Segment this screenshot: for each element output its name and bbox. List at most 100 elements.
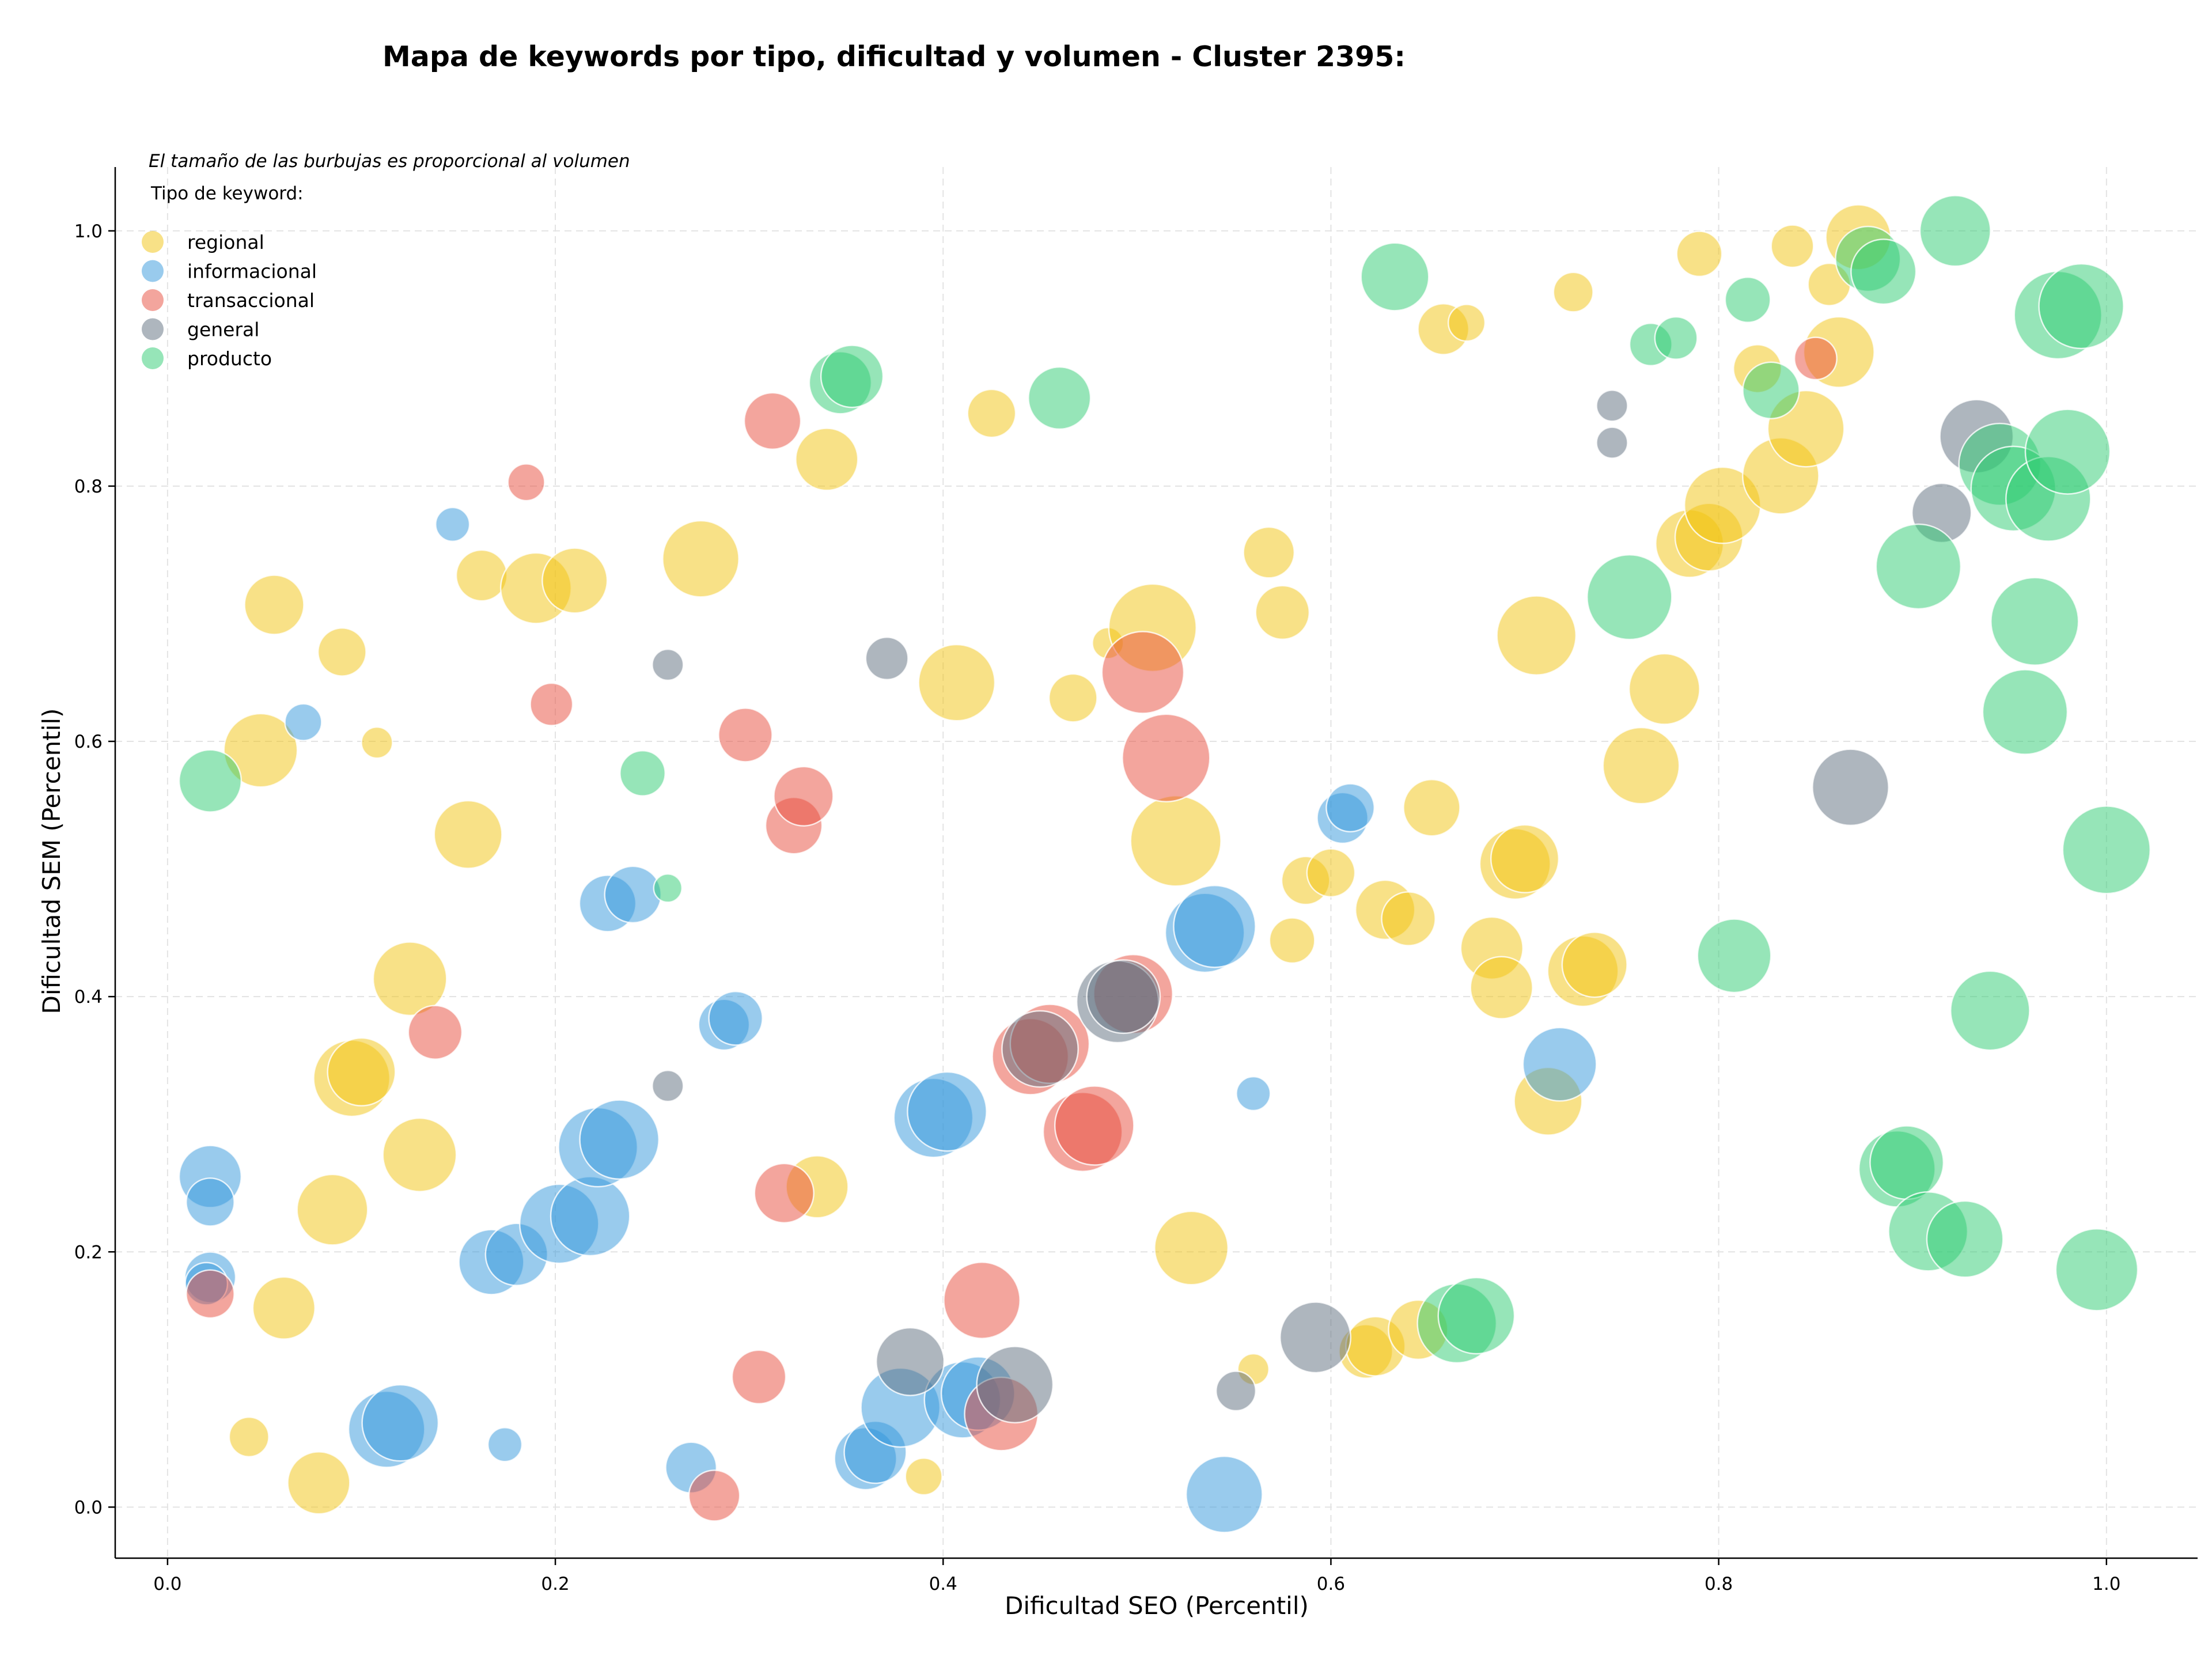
data-point-transaccional [407, 1005, 463, 1060]
legend-title: Tipo de keyword: [150, 183, 304, 204]
data-point-producto [1949, 970, 2031, 1051]
data-point-informacional [708, 991, 763, 1046]
data-point-producto [2055, 1228, 2139, 1312]
data-point-producto [2062, 805, 2152, 895]
data-point-general [1215, 1370, 1257, 1412]
data-point-regional [662, 520, 740, 598]
data-point-regional [1676, 230, 1723, 278]
data-point-transaccional [1793, 336, 1838, 381]
data-point-informacional [1325, 783, 1375, 833]
data-point-general [1812, 748, 1889, 827]
data-point-producto [1586, 554, 1673, 641]
data-point-informacional [1173, 884, 1256, 968]
data-point-regional [382, 1117, 457, 1192]
data-point-regional [918, 643, 996, 722]
y-tick-label: 0.8 [74, 476, 103, 497]
y-tick-label: 0.0 [74, 1497, 103, 1518]
data-point-general [1596, 426, 1628, 459]
data-point-regional [223, 713, 298, 788]
legend-items: regional informacional transaccional genera… [142, 231, 317, 370]
legend-label-informacional: informacional [187, 260, 317, 283]
data-point-producto [1875, 523, 1962, 610]
data-point-regional [361, 726, 393, 759]
legend-label-transaccional: transaccional [187, 289, 315, 312]
data-point-regional [1496, 595, 1577, 676]
data-point-producto [1742, 361, 1800, 419]
data-point-general [652, 1070, 684, 1103]
x-axis-label: Dificultad SEO (Percentil) [1005, 1592, 1309, 1620]
chart-title: Mapa de keywords por tipo, dificultad y … [382, 40, 1406, 73]
size-note: El tamaño de las burbujas es proporciona… [149, 151, 630, 172]
data-point-regional [455, 549, 508, 602]
data-point-regional [1130, 795, 1222, 887]
data-point-regional [1255, 585, 1310, 641]
data-point-regional [1268, 917, 1316, 964]
data-point-transaccional [529, 682, 574, 726]
x-tick-label: 0.6 [1317, 1574, 1345, 1594]
data-point-informacional [907, 1071, 987, 1152]
x-tick-label: 0.0 [153, 1574, 181, 1594]
legend: Tipo de keyword: regional informacional tr… [142, 183, 317, 370]
data-point-general [1086, 959, 1161, 1035]
data-point-transaccional [731, 1349, 787, 1405]
data-point-regional [541, 547, 608, 614]
x-tick-label: 0.2 [541, 1574, 569, 1594]
data-point-regional [1403, 778, 1461, 837]
legend-marker-general [142, 318, 164, 340]
series-general [652, 389, 2014, 1424]
data-point-transaccional [507, 463, 546, 502]
y-ticks: 0.0 0.2 0.4 0.6 0.8 1.0 [74, 221, 115, 1518]
data-point-regional [1490, 824, 1560, 893]
data-point-producto [1437, 1276, 1516, 1355]
data-point-producto [1850, 238, 1917, 305]
data-point-transaccional [1122, 713, 1211, 803]
data-point-producto [820, 344, 884, 408]
data-point-informacional [1522, 1026, 1597, 1102]
data-point-regional [1561, 931, 1628, 998]
legend-marker-transaccional [142, 289, 164, 311]
data-point-regional [1552, 271, 1594, 313]
data-point-producto [2038, 263, 2124, 350]
series-producto [178, 195, 2152, 1364]
legend-marker-producto [142, 347, 164, 369]
data-point-informacional [550, 1176, 631, 1257]
y-tick-label: 0.6 [74, 732, 103, 752]
y-tick-label: 0.2 [74, 1242, 103, 1263]
x-tick-label: 1.0 [2092, 1574, 2120, 1594]
bubbles [178, 195, 2152, 1533]
legend-label-regional: regional [187, 231, 264, 253]
data-point-regional [1381, 891, 1436, 946]
data-point-producto [653, 873, 683, 903]
data-point-producto [1360, 242, 1430, 312]
x-tick-label: 0.4 [929, 1574, 957, 1594]
data-point-regional [372, 941, 448, 1017]
legend-label-producto: producto [187, 347, 272, 370]
data-point-informacional [284, 703, 323, 741]
y-tick-label: 1.0 [74, 221, 103, 242]
legend-label-general: general [187, 319, 259, 341]
data-point-producto [1724, 276, 1771, 323]
data-point-regional [1602, 726, 1680, 805]
data-point-producto [1654, 316, 1698, 360]
data-point-producto [1028, 366, 1092, 430]
data-point-regional [296, 1173, 369, 1246]
data-point-regional [1306, 848, 1356, 898]
data-point-transaccional [1101, 631, 1185, 714]
data-point-producto [1926, 1200, 2004, 1278]
y-axis-label: Dificultad SEM (Percentil) [37, 709, 66, 1014]
x-ticks: 0.0 0.2 0.4 0.6 0.8 1.0 [153, 1558, 2120, 1594]
legend-marker-informacional [142, 260, 164, 282]
data-point-informacional [361, 1384, 440, 1462]
data-point-regional [317, 627, 367, 677]
data-point-regional [228, 1416, 270, 1458]
data-point-producto [2024, 408, 2111, 495]
data-point-general [976, 1346, 1054, 1424]
data-point-regional [1628, 653, 1700, 725]
data-point-producto [1869, 1125, 1945, 1200]
data-point-regional [967, 388, 1017, 438]
data-point-general [1279, 1301, 1352, 1374]
data-point-general [652, 648, 684, 681]
data-point-general [1596, 389, 1628, 422]
